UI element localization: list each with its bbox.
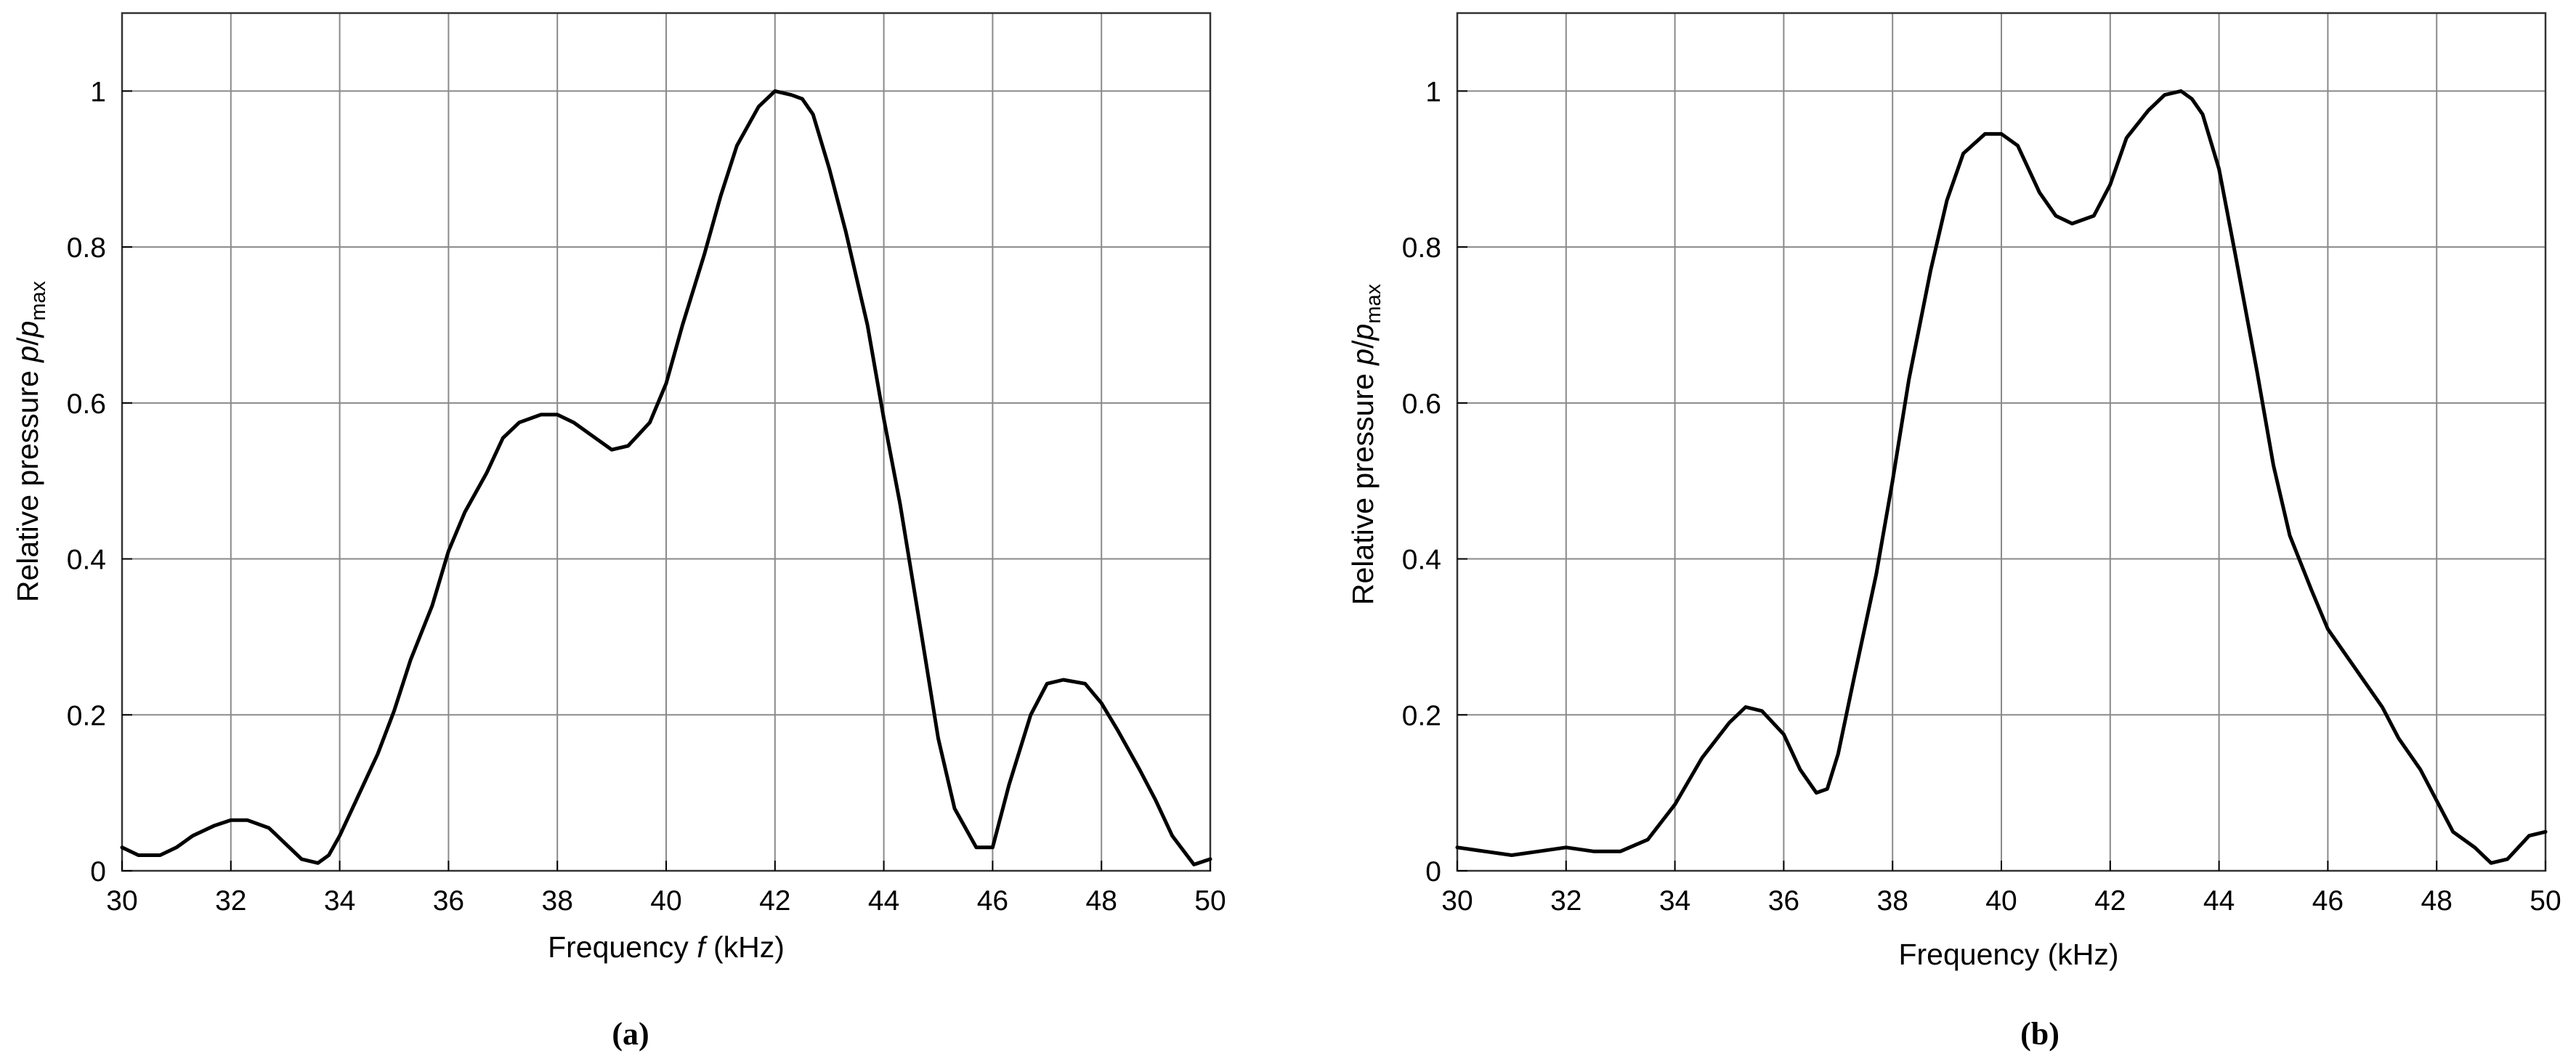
x-tick-label: 44 bbox=[868, 885, 899, 917]
x-tick-label: 50 bbox=[2530, 885, 2561, 917]
x-tick-label: 34 bbox=[1659, 885, 1690, 917]
x-tick-label: 36 bbox=[1768, 885, 1799, 917]
x-tick-label: 46 bbox=[977, 885, 1008, 917]
x-tick-label: 30 bbox=[1441, 885, 1473, 917]
y-tick-label: 0.2 bbox=[67, 700, 106, 731]
y-tick-label: 1 bbox=[1425, 76, 1441, 107]
x-tick-label: 44 bbox=[2203, 885, 2235, 917]
x-tick-label: 34 bbox=[324, 885, 355, 917]
x-tick-label: 42 bbox=[2094, 885, 2126, 917]
y-axis-label-text: Relative pressure bbox=[11, 362, 44, 602]
x-axis-label-text: Frequency (kHz) bbox=[1898, 938, 2118, 971]
y-tick-label: 0.4 bbox=[1402, 545, 1441, 576]
y-axis-label: Relative pressure p/pmax bbox=[1346, 283, 1385, 605]
y-tick-label: 1 bbox=[90, 76, 106, 107]
x-tick-label: 38 bbox=[542, 885, 573, 917]
chart-a: 30 32 34 36 38 40 42 44 46 48 50 0 0.2 0.4 0.6 0.8 1 Freq… bbox=[11, 12, 1226, 1052]
series-line bbox=[1455, 89, 2548, 865]
x-tick-label: 50 bbox=[1194, 885, 1226, 917]
x-axis-label: Frequency (kHz) bbox=[1898, 938, 2118, 971]
y-tick-label: 0.6 bbox=[67, 389, 106, 420]
y-tick-label: 0.8 bbox=[67, 232, 106, 264]
y-tick-label: 0.2 bbox=[1402, 700, 1441, 731]
x-tick-label: 48 bbox=[1086, 885, 1117, 917]
y-axis-label-symbol: p bbox=[11, 346, 44, 364]
x-tick-label: 32 bbox=[1550, 885, 1581, 917]
x-tick-label: 30 bbox=[106, 885, 137, 917]
y-tick-label: 0.4 bbox=[67, 545, 106, 576]
panel-label: (b) bbox=[2020, 1016, 2059, 1052]
x-axis-label-symbol: f bbox=[697, 930, 708, 964]
x-tick-label: 40 bbox=[650, 885, 681, 917]
y-axis-label-subscript: max bbox=[27, 280, 50, 320]
y-tick-label: 0.8 bbox=[1402, 232, 1441, 264]
x-tick-label: 42 bbox=[759, 885, 790, 917]
x-tick-label: 36 bbox=[433, 885, 464, 917]
x-tick-label: 40 bbox=[1985, 885, 2017, 917]
y-axis-label-subscript: max bbox=[1362, 283, 1385, 323]
y-tick-label: 0 bbox=[90, 856, 106, 888]
x-axis-label: Frequency f (kHz) bbox=[548, 930, 785, 964]
chart-b: 30 32 34 36 38 40 42 44 46 48 50 0 0.2 0.4 0.6 0.8 1 Freq… bbox=[1346, 12, 2561, 1052]
x-tick-label: 38 bbox=[1877, 885, 1908, 917]
x-axis-label-text: Frequency bbox=[548, 930, 697, 964]
y-axis-label-symbol: p bbox=[1346, 349, 1380, 367]
y-axis-label: Relative pressure p/pmax bbox=[11, 280, 50, 602]
x-axis-label-unit: (kHz) bbox=[705, 930, 785, 964]
y-axis-label-symbol: p bbox=[11, 321, 44, 339]
y-axis-label-slash: / bbox=[1346, 340, 1380, 349]
y-tick-label: 0 bbox=[1425, 856, 1441, 888]
y-axis-label-symbol: p bbox=[1346, 324, 1380, 342]
y-tick-label: 0.6 bbox=[1402, 389, 1441, 420]
x-tick-label: 46 bbox=[2312, 885, 2344, 917]
x-tick-label: 48 bbox=[2421, 885, 2453, 917]
x-tick-label: 32 bbox=[215, 885, 246, 917]
panel-label: (a) bbox=[612, 1016, 649, 1052]
y-axis-label-slash: / bbox=[11, 337, 44, 346]
series-line bbox=[120, 89, 1212, 866]
y-axis-label-text: Relative pressure bbox=[1346, 365, 1380, 605]
